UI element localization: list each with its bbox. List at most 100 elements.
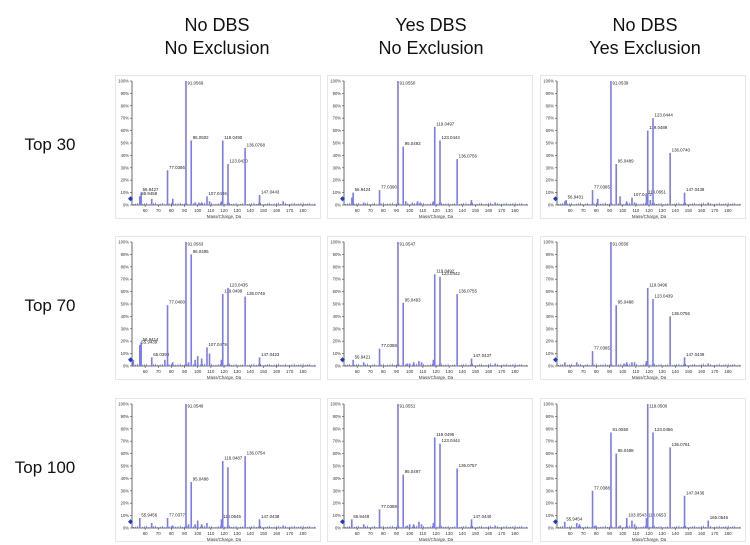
peak-bar [150, 357, 153, 366]
y-tick-label: 0% [548, 364, 554, 369]
peak-bar [402, 474, 405, 528]
peak-bar [494, 525, 496, 528]
x-tick-label: 90 [182, 531, 187, 536]
y-tick-label: 60% [333, 451, 342, 456]
peak-label: 77.0377 [169, 513, 185, 518]
y-tick-label: 70% [121, 439, 130, 444]
peak-bar [198, 202, 200, 205]
y-tick-label: 20% [546, 339, 555, 344]
peak-bar [456, 294, 458, 366]
peak-label: 77.0385 [594, 185, 610, 190]
x-tick-label: 170 [711, 208, 719, 213]
peak-bar [194, 359, 196, 366]
peak-label: 95.0493 [405, 297, 421, 302]
x-tick-label: 100 [406, 208, 414, 213]
x-tick-label: 150 [685, 531, 693, 536]
peak-bar [439, 276, 441, 366]
peak-bar [615, 453, 618, 528]
x-tick-label: 120 [432, 369, 440, 374]
peak-bar [418, 521, 420, 528]
peak-bar [187, 362, 190, 366]
peak-bar [683, 357, 686, 366]
peak-label: 119.0490 [224, 135, 243, 140]
y-tick-label: 20% [333, 178, 342, 183]
peak-bar [164, 359, 166, 366]
peak-label: 123.0435 [230, 282, 249, 287]
x-tick-label: 70 [581, 208, 586, 213]
peak-label: 147.0439 [686, 352, 705, 357]
peak-bar [433, 437, 436, 528]
x-tick-label: 100 [619, 208, 627, 213]
peak-bar [406, 525, 408, 528]
peak-bar [190, 140, 193, 205]
y-tick-label: 30% [546, 165, 555, 170]
peak-bar [206, 523, 208, 528]
x-tick-label: 160 [485, 531, 493, 536]
x-tick-label: 60 [355, 369, 360, 374]
y-tick-label: 50% [546, 302, 555, 307]
peak-bar [575, 523, 578, 528]
peak-bar [633, 524, 636, 528]
precursor-marker-icon [340, 196, 345, 202]
peak-bar [645, 518, 648, 528]
x-tick-label: 170 [286, 531, 294, 536]
peak-label: 65.0393 [153, 352, 169, 357]
y-tick-label: 90% [546, 252, 555, 257]
peak-label: 91.0563 [187, 242, 203, 247]
peak-label: 136.0754 [247, 451, 266, 456]
spectrum-panel-top100-col2: 0% 10% 20% 30% 40% 50% 60% 70% 80% 90% 100% 60 70 80 9… [327, 398, 533, 542]
y-tick-label: 70% [333, 116, 342, 121]
precursor-marker-icon [128, 357, 133, 363]
peak-label: 56.9414 [143, 337, 159, 342]
peak-bar [378, 348, 381, 366]
x-tick-label: 60 [568, 369, 573, 374]
spectrum-svg: 0% 10% 20% 30% 40% 50% 60% 70% 80% 90% 100% 60 70 80 9… [543, 240, 741, 380]
spectrum-svg: 0% 10% 20% 30% 40% 50% 60% 70% 80% 90% 100% 60 70 80 9… [118, 79, 316, 219]
peak-bar [150, 523, 153, 528]
peak-bar [227, 287, 229, 366]
x-tick-label: 110 [207, 208, 215, 213]
x-tick-label: 150 [685, 369, 693, 374]
peak-label: 136.0768 [247, 142, 266, 147]
y-tick-label: 80% [546, 103, 555, 108]
peak-bar [432, 523, 435, 528]
y-tick-label: 10% [121, 190, 130, 195]
y-tick-label: 40% [121, 153, 130, 158]
column-header-3: No DBS Yes Exclusion [540, 14, 750, 60]
peak-bar [406, 363, 408, 366]
x-tick-label: 150 [260, 531, 268, 536]
x-tick-label: 120 [645, 208, 653, 213]
peak-bar [378, 190, 381, 205]
y-tick-label: 40% [333, 314, 342, 319]
column-header-1-line1: No DBS [184, 15, 250, 35]
y-tick-label: 80% [333, 264, 342, 269]
peak-bar [244, 147, 246, 205]
peak-label: 91.0546 [187, 404, 203, 409]
peak-bar [166, 305, 169, 366]
x-tick-label: 160 [698, 208, 706, 213]
x-tick-label: 130 [445, 208, 453, 213]
y-tick-label: 30% [121, 165, 130, 170]
x-tick-label: 90 [607, 208, 612, 213]
y-tick-label: 40% [546, 153, 555, 158]
y-tick-label: 100% [543, 402, 554, 407]
y-tick-label: 30% [333, 326, 342, 331]
peak-label: 147.0443 [261, 190, 280, 195]
peak-label: 119.0487 [224, 456, 243, 461]
peak-bar [244, 456, 246, 528]
peak-bar [456, 468, 458, 528]
peak-bar [564, 521, 566, 528]
peak-bar [439, 443, 441, 528]
peak-bar [194, 202, 196, 205]
peak-label: 136.0755 [459, 289, 478, 294]
peak-label: 165.0546 [710, 515, 729, 520]
y-tick-label: 90% [546, 91, 555, 96]
peak-bar [200, 358, 203, 366]
spectrum-svg: 0% 10% 20% 30% 40% 50% 60% 70% 80% 90% 100% 60 70 80 9… [330, 240, 528, 380]
x-axis-label: Mass/Charge, Da [207, 537, 242, 542]
spectrum-panel-top100-col3: 0% 10% 20% 30% 40% 50% 60% 70% 80% 90% 100% 60 70 80 9… [540, 398, 746, 542]
y-tick-label: 100% [543, 79, 554, 84]
peak-bar [652, 299, 654, 366]
y-tick-label: 60% [546, 289, 555, 294]
x-tick-label: 100 [194, 531, 202, 536]
